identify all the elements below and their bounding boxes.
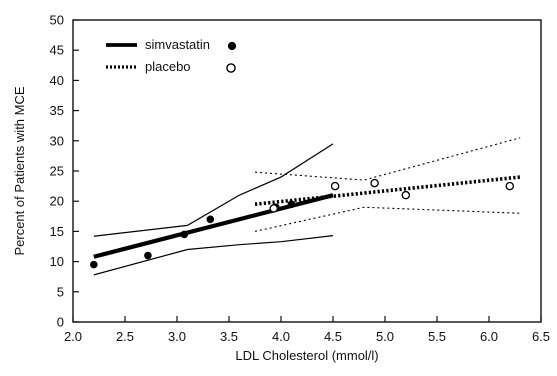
- series-1-upper-bound-line: [254, 137, 521, 181]
- y-tick-label: 0: [57, 315, 64, 330]
- y-tick-label: 45: [50, 43, 64, 58]
- legend-label-1: placebo: [145, 59, 191, 74]
- x-tick-label: 2.0: [64, 329, 82, 344]
- legend-label-0: simvastatin: [145, 37, 210, 52]
- y-tick-label: 5: [57, 284, 64, 299]
- y-tick-label: 50: [50, 13, 64, 28]
- y-tick-label: 15: [50, 224, 64, 239]
- series-0-point: [90, 260, 98, 269]
- legend-marker-0: [227, 41, 237, 51]
- x-tick-label: 6.0: [480, 329, 498, 344]
- y-tick-label: 35: [50, 103, 64, 118]
- legend-marker-1: [226, 63, 236, 73]
- series-1-fit-line: [254, 175, 521, 207]
- x-axis-label: LDL Cholesterol (mmol/l): [235, 348, 378, 363]
- x-tick-label: 3.0: [168, 329, 186, 344]
- series-0-upper-bound-line: [93, 143, 334, 237]
- series-0-point: [144, 251, 152, 260]
- plot-layer: [90, 137, 521, 276]
- x-tick-label: 4.5: [324, 329, 342, 344]
- series-0-point: [180, 230, 189, 239]
- series-1-point: [401, 190, 411, 200]
- x-tick-label: 2.5: [116, 329, 134, 344]
- x-tick-label: 5.0: [376, 329, 394, 344]
- series-1-point: [330, 181, 340, 191]
- y-tick-label: 40: [50, 73, 64, 88]
- series-1-point: [505, 181, 515, 191]
- legend: simvastatin placebo: [106, 37, 237, 74]
- x-tick-label: 4.0: [272, 329, 290, 344]
- y-tick-label: 10: [50, 254, 64, 269]
- y-axis-label: Percent of Patients with MCE: [12, 86, 27, 255]
- series-0-lower-bound-line: [93, 235, 334, 276]
- series-1-lower-bound-line: [254, 206, 521, 232]
- x-tick-label: 3.5: [220, 329, 238, 344]
- x-tick-label: 6.5: [532, 329, 550, 344]
- y-tick-label: 20: [50, 194, 64, 209]
- axis-layer: 2.0 2.5 3.0 3.5 4.0 4.5 5.0 5.5 6.0 6.5 0 5 10 15 20 25…: [50, 13, 551, 345]
- series-0-point: [206, 215, 215, 224]
- y-tick-label: 25: [50, 164, 64, 179]
- y-tick-label: 30: [50, 133, 64, 148]
- x-tick-label: 5.5: [428, 329, 446, 344]
- series-1-point: [269, 204, 278, 213]
- series-1-point: [370, 178, 379, 188]
